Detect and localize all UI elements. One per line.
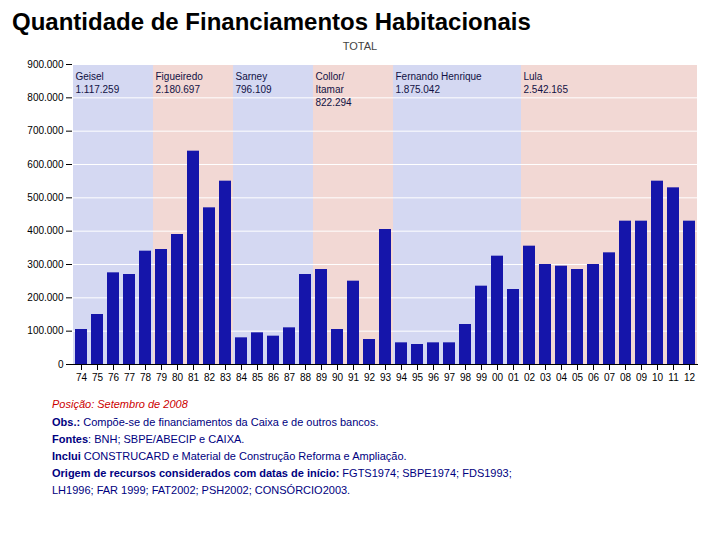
svg-text:91: 91 xyxy=(348,372,360,383)
html-text:Quantidade de Financiamentos H: Quantidade de Financiamentos Habitaciona… xyxy=(12,8,531,35)
svg-text:07: 07 xyxy=(604,372,616,383)
svg-text:Figueiredo2.180.697: Figueiredo2.180.697 xyxy=(156,71,204,95)
svg-text:Geisel1.117.259: Geisel1.117.259 xyxy=(76,71,120,95)
svg-text:94: 94 xyxy=(396,372,408,383)
svg-text:09: 09 xyxy=(636,372,648,383)
svg-text:96: 96 xyxy=(428,372,440,383)
svg-text:76: 76 xyxy=(108,372,120,383)
svg-text:78: 78 xyxy=(140,372,152,383)
svg-text:900.000: 900.000 xyxy=(27,59,64,70)
svg-text:05: 05 xyxy=(572,372,584,383)
svg-text:04: 04 xyxy=(556,372,568,383)
svg-text:85: 85 xyxy=(252,372,264,383)
html-text:TOTAL: TOTAL xyxy=(342,40,378,52)
svg-text:11: 11 xyxy=(668,372,679,383)
html-text:Fontes: BNH; SBPE/ABECIP e CAI: Fontes: BNH; SBPE/ABECIP e CAIXA. xyxy=(52,433,245,445)
svg-text:98: 98 xyxy=(460,372,472,383)
svg-text:01: 01 xyxy=(508,372,520,383)
svg-text:800.000: 800.000 xyxy=(27,92,64,103)
svg-text:06: 06 xyxy=(588,372,600,383)
svg-text:200.000: 200.000 xyxy=(27,292,64,303)
svg-text:77: 77 xyxy=(124,372,136,383)
svg-text:99: 99 xyxy=(476,372,488,383)
svg-text:300.000: 300.000 xyxy=(27,259,64,270)
svg-text:400.000: 400.000 xyxy=(27,225,64,236)
svg-text:12: 12 xyxy=(684,372,696,383)
svg-text:Sarney796.109: Sarney796.109 xyxy=(236,71,273,95)
svg-text:Fernando Henrique1.875.042: Fernando Henrique1.875.042 xyxy=(396,71,483,95)
svg-text:97: 97 xyxy=(444,372,456,383)
html-text:Posição: Setembro de 2008: Posição: Setembro de 2008 xyxy=(52,398,188,410)
svg-text:Collor/Itamar822.294: Collor/Itamar822.294 xyxy=(316,71,353,108)
svg-text:10: 10 xyxy=(652,372,664,383)
svg-text:Lula2.542.165: Lula2.542.165 xyxy=(524,71,569,95)
svg-text:02: 02 xyxy=(524,372,536,383)
svg-text:87: 87 xyxy=(284,372,296,383)
svg-text:00: 00 xyxy=(492,372,504,383)
svg-text:08: 08 xyxy=(620,372,632,383)
svg-text:95: 95 xyxy=(412,372,424,383)
svg-text:83: 83 xyxy=(220,372,232,383)
svg-text:89: 89 xyxy=(316,372,328,383)
svg-text:75: 75 xyxy=(92,372,104,383)
svg-text:93: 93 xyxy=(380,372,392,383)
html-text:LH1996; FAR 1999; FAT2002; PSH: LH1996; FAR 1999; FAT2002; PSH2002; CONS… xyxy=(52,484,351,496)
svg-text:80: 80 xyxy=(172,372,184,383)
svg-text:0: 0 xyxy=(58,359,64,370)
svg-text:74: 74 xyxy=(76,372,88,383)
svg-text:79: 79 xyxy=(156,372,168,383)
svg-text:82: 82 xyxy=(204,372,216,383)
html-text:Origem de recursos considerado: Origem de recursos considerados com data… xyxy=(52,467,512,479)
svg-text:700.000: 700.000 xyxy=(27,125,64,136)
svg-text:600.000: 600.000 xyxy=(27,159,64,170)
svg-text:81: 81 xyxy=(188,372,200,383)
svg-text:500.000: 500.000 xyxy=(27,192,64,203)
svg-text:84: 84 xyxy=(236,372,248,383)
svg-text:03: 03 xyxy=(540,372,552,383)
html-text:Obs.: Compõe-se de financiamen: Obs.: Compõe-se de financiamentos da Cai… xyxy=(52,416,379,428)
svg-text:90: 90 xyxy=(332,372,344,383)
svg-text:88: 88 xyxy=(300,372,312,383)
svg-text:92: 92 xyxy=(364,372,376,383)
svg-text:86: 86 xyxy=(268,372,280,383)
svg-text:100.000: 100.000 xyxy=(27,325,64,336)
html-text:Inclui CONSTRUCARD e Material: Inclui CONSTRUCARD e Material de Constru… xyxy=(52,450,407,462)
